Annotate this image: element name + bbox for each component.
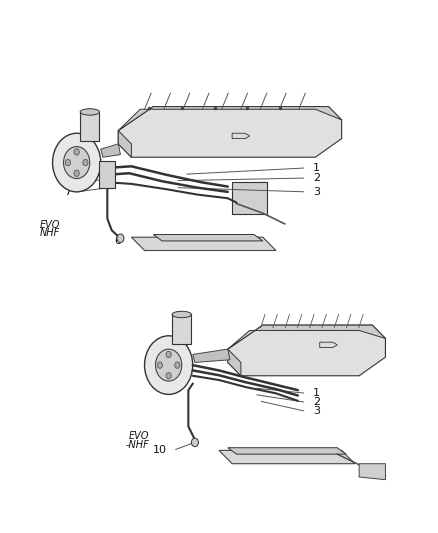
Polygon shape [101, 144, 120, 157]
Circle shape [65, 159, 71, 166]
Circle shape [83, 159, 88, 166]
Polygon shape [228, 325, 385, 349]
Circle shape [145, 336, 193, 394]
Circle shape [175, 362, 180, 368]
Ellipse shape [172, 311, 191, 318]
Circle shape [155, 349, 182, 381]
Text: EVO: EVO [129, 431, 150, 441]
Bar [99, 161, 115, 188]
Circle shape [117, 234, 124, 243]
Circle shape [166, 351, 171, 358]
Text: 8: 8 [64, 175, 71, 185]
Polygon shape [320, 342, 337, 348]
Text: 7: 7 [64, 187, 71, 197]
Polygon shape [118, 107, 342, 157]
Bar [232, 182, 267, 214]
Polygon shape [153, 235, 263, 241]
Circle shape [157, 362, 162, 368]
Circle shape [74, 149, 79, 155]
Polygon shape [118, 131, 131, 157]
Polygon shape [219, 450, 355, 464]
Polygon shape [359, 464, 385, 480]
Text: 3: 3 [313, 187, 320, 197]
Ellipse shape [80, 109, 99, 115]
Text: -NHF: -NHF [125, 440, 149, 449]
Polygon shape [118, 107, 342, 131]
Text: 1: 1 [313, 163, 320, 173]
Text: 7: 7 [154, 382, 161, 391]
Circle shape [191, 438, 198, 447]
Polygon shape [232, 133, 250, 139]
Polygon shape [131, 237, 276, 251]
Polygon shape [228, 349, 241, 376]
Text: 6: 6 [114, 236, 121, 246]
Text: 2: 2 [313, 398, 320, 407]
Polygon shape [193, 349, 230, 362]
Bar [172, 314, 191, 344]
Text: 3: 3 [313, 407, 320, 416]
Bar [80, 112, 99, 141]
Text: 2: 2 [313, 173, 320, 183]
Circle shape [74, 170, 79, 176]
Circle shape [64, 147, 90, 179]
Text: 7: 7 [64, 157, 71, 166]
Text: 1: 1 [313, 389, 320, 398]
Text: 10: 10 [153, 446, 167, 455]
Polygon shape [228, 325, 385, 376]
Text: 9: 9 [64, 167, 71, 176]
Circle shape [53, 133, 101, 192]
Text: NHF: NHF [39, 229, 60, 238]
Polygon shape [228, 448, 346, 454]
Text: EVO: EVO [39, 220, 60, 230]
Circle shape [166, 373, 171, 379]
